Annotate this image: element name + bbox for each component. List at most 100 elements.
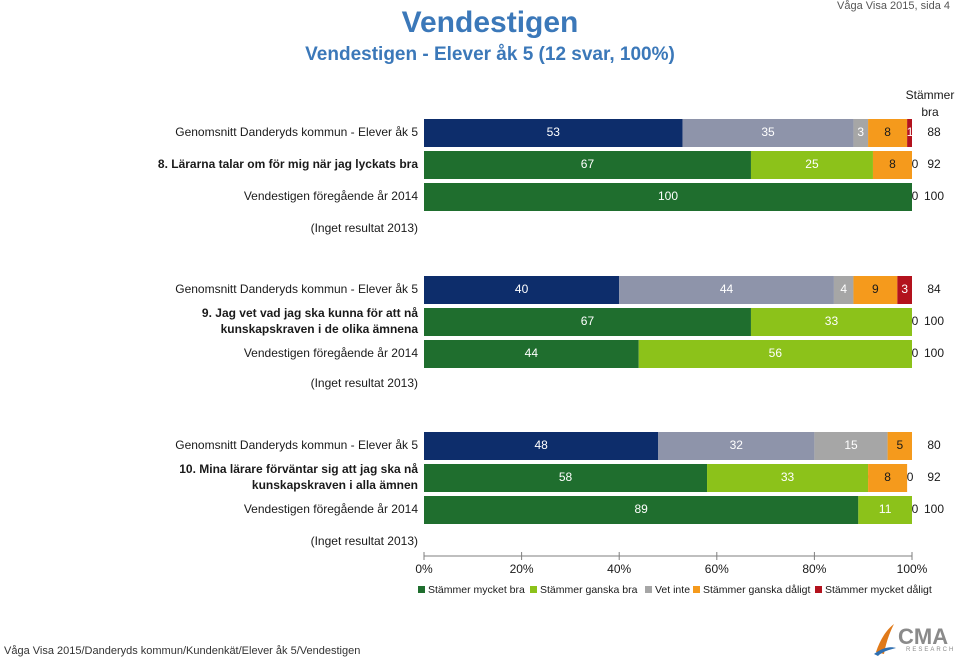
total-stammer-bra: 92 bbox=[927, 157, 941, 171]
total-stammer-bra: 100 bbox=[924, 346, 944, 360]
bar-segment bbox=[814, 432, 888, 460]
bar-value-label: 4 bbox=[840, 282, 847, 296]
total-stammer-bra: 100 bbox=[924, 314, 944, 328]
bar-value-label: 15 bbox=[844, 438, 858, 452]
x-tick-label: 20% bbox=[510, 562, 534, 576]
bar-value-label: 48 bbox=[534, 438, 548, 452]
row-label-previous-year: Vendestigen föregående år 2014 bbox=[244, 346, 418, 360]
page-reference: Våga Visa 2015, sida 4 bbox=[837, 0, 950, 12]
bar-segment bbox=[750, 308, 912, 336]
row-label-no-result: (Inget resultat 2013) bbox=[311, 534, 418, 548]
footer-path: Våga Visa 2015/Danderyds kommun/Kundenkä… bbox=[4, 645, 361, 657]
bar-value-label: 56 bbox=[769, 346, 783, 360]
row-label-question: 9. Jag vet vad jag ska kunna för att nå bbox=[202, 306, 418, 320]
bar-value-label: 32 bbox=[730, 438, 744, 452]
bar-value-label: 0 bbox=[907, 470, 914, 484]
bar-value-label: 3 bbox=[857, 125, 864, 139]
bar-value-label: 11 bbox=[879, 502, 892, 516]
bar-value-label: 0 bbox=[912, 438, 919, 452]
bar-segment bbox=[424, 119, 683, 147]
bar-segment bbox=[897, 276, 912, 304]
bar-segment bbox=[868, 119, 908, 147]
bar-value-label: 9 bbox=[872, 282, 879, 296]
bar-value-label: 0 bbox=[912, 157, 919, 171]
total-stammer-bra: 92 bbox=[927, 470, 941, 484]
bar-segment bbox=[424, 496, 859, 524]
row-label-question-cont: kunskapskraven i alla ämnen bbox=[252, 478, 418, 492]
bar-segment bbox=[424, 151, 751, 179]
total-stammer-bra: 88 bbox=[927, 125, 941, 139]
total-stammer-bra: 84 bbox=[927, 282, 941, 296]
bar-segment bbox=[833, 276, 854, 304]
bar-segment bbox=[424, 464, 708, 492]
legend-label: Stämmer ganska bra bbox=[540, 584, 638, 596]
bar-segment bbox=[707, 464, 869, 492]
bar-value-label: 0 bbox=[912, 346, 919, 360]
bar-value-label: 0 bbox=[912, 314, 919, 328]
bar-segment bbox=[887, 432, 912, 460]
legend-label: Stämmer mycket dåligt bbox=[825, 584, 932, 596]
bar-value-label: 5 bbox=[896, 438, 903, 452]
total-stammer-bra: 80 bbox=[927, 438, 941, 452]
bar-segment bbox=[682, 119, 854, 147]
row-label-no-result: (Inget resultat 2013) bbox=[311, 221, 418, 235]
row-label-kommun: Genomsnitt Danderyds kommun - Elever åk … bbox=[175, 438, 418, 452]
x-tick-label: 100% bbox=[897, 562, 928, 576]
bar-value-label: 89 bbox=[634, 502, 648, 516]
legend-swatch bbox=[418, 586, 425, 593]
bar-segment bbox=[424, 340, 639, 368]
cma-logo-icon bbox=[874, 624, 896, 656]
bar-value-label: 8 bbox=[884, 125, 891, 139]
row-label-kommun: Genomsnitt Danderyds kommun - Elever åk … bbox=[175, 282, 418, 296]
bar-value-label: 8 bbox=[884, 470, 891, 484]
page-subtitle: Vendestigen - Elever åk 5 (12 svar, 100%… bbox=[305, 44, 675, 65]
cma-logo-subtext: RESEARCH bbox=[906, 647, 956, 653]
row-label-no-result: (Inget resultat 2013) bbox=[311, 376, 418, 390]
legend-swatch bbox=[815, 586, 822, 593]
page-title: Vendestigen bbox=[401, 6, 579, 39]
bar-segment bbox=[619, 276, 834, 304]
bar-segment bbox=[858, 496, 912, 524]
bar-value-label: 53 bbox=[547, 125, 561, 139]
legend-swatch bbox=[645, 586, 652, 593]
x-tick-label: 0% bbox=[415, 562, 433, 576]
bar-value-label: 67 bbox=[581, 157, 595, 171]
bar-segment bbox=[868, 464, 908, 492]
bar-value-label: 3 bbox=[901, 282, 908, 296]
bar-value-label: 35 bbox=[761, 125, 775, 139]
legend-label: Vet inte bbox=[655, 584, 690, 596]
bar-value-label: 40 bbox=[515, 282, 529, 296]
bar-segment bbox=[872, 151, 912, 179]
bar-segment bbox=[424, 432, 659, 460]
bar-segment bbox=[750, 151, 873, 179]
bar-segment bbox=[638, 340, 912, 368]
bar-value-label: 0 bbox=[912, 502, 919, 516]
bar-value-label: 58 bbox=[559, 470, 573, 484]
row-label-question: 10. Mina lärare förväntar sig att jag sk… bbox=[179, 462, 418, 476]
stacked-bar-chart: Genomsnitt Danderyds kommun - Elever åk … bbox=[158, 119, 944, 596]
bar-segment bbox=[853, 119, 869, 147]
bar-segment bbox=[853, 276, 898, 304]
bar-segment bbox=[424, 276, 620, 304]
bar-value-label: 8 bbox=[889, 157, 896, 171]
total-stammer-bra: 100 bbox=[924, 502, 944, 516]
row-label-kommun: Genomsnitt Danderyds kommun - Elever åk … bbox=[175, 125, 418, 139]
cma-logo-text: CMA bbox=[898, 624, 949, 649]
row-label-previous-year: Vendestigen föregående år 2014 bbox=[244, 502, 418, 516]
bar-value-label: 44 bbox=[720, 282, 734, 296]
row-label-question-cont: kunskapskraven i de olika ämnena bbox=[221, 322, 419, 336]
column-header-stammer-bra: Stämmer bra bbox=[905, 88, 955, 119]
cma-logo: CMA RESEARCH bbox=[872, 622, 956, 656]
x-tick-label: 80% bbox=[802, 562, 826, 576]
bar-segment bbox=[658, 432, 815, 460]
legend-swatch bbox=[693, 586, 700, 593]
bar-segment bbox=[424, 183, 912, 211]
bar-value-label: 1 bbox=[907, 125, 914, 139]
bar-value-label: 25 bbox=[805, 157, 819, 171]
x-tick-label: 60% bbox=[705, 562, 729, 576]
bar-value-label: 33 bbox=[825, 314, 839, 328]
row-label-question: 8. Lärarna talar om för mig när jag lyck… bbox=[158, 157, 418, 171]
bar-value-label: 44 bbox=[525, 346, 539, 360]
legend-label: Stämmer mycket bra bbox=[428, 584, 525, 596]
x-tick-label: 40% bbox=[607, 562, 631, 576]
